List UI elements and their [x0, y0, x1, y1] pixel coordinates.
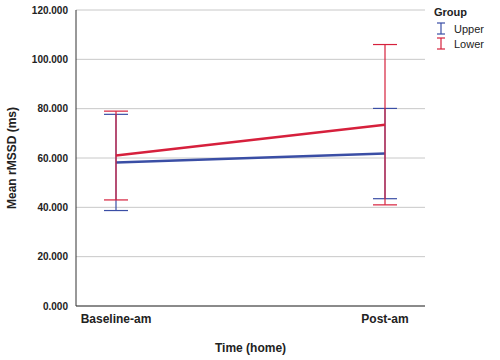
svg-text:Baseline-am: Baseline-am: [81, 312, 152, 326]
html-text:Lower: Lower: [454, 37, 484, 50]
svg-text:80.000: 80.000: [37, 103, 68, 114]
svg-text:60.000: 60.000: [37, 153, 68, 164]
svg-text:120.000: 120.000: [32, 5, 69, 16]
svg-text:Post-am: Post-am: [361, 312, 408, 326]
svg-text:20.000: 20.000: [37, 251, 68, 262]
svg-text:Time (home): Time (home): [215, 341, 286, 355]
html-text:Upper: Upper: [454, 22, 484, 35]
svg-text:Mean rMSSD (ms): Mean rMSSD (ms): [8, 107, 19, 209]
html-text:Group: Group: [434, 6, 467, 18]
svg-text:0.000: 0.000: [43, 301, 68, 312]
svg-text:100.000: 100.000: [32, 54, 69, 65]
svg-text:40.000: 40.000: [37, 202, 68, 213]
